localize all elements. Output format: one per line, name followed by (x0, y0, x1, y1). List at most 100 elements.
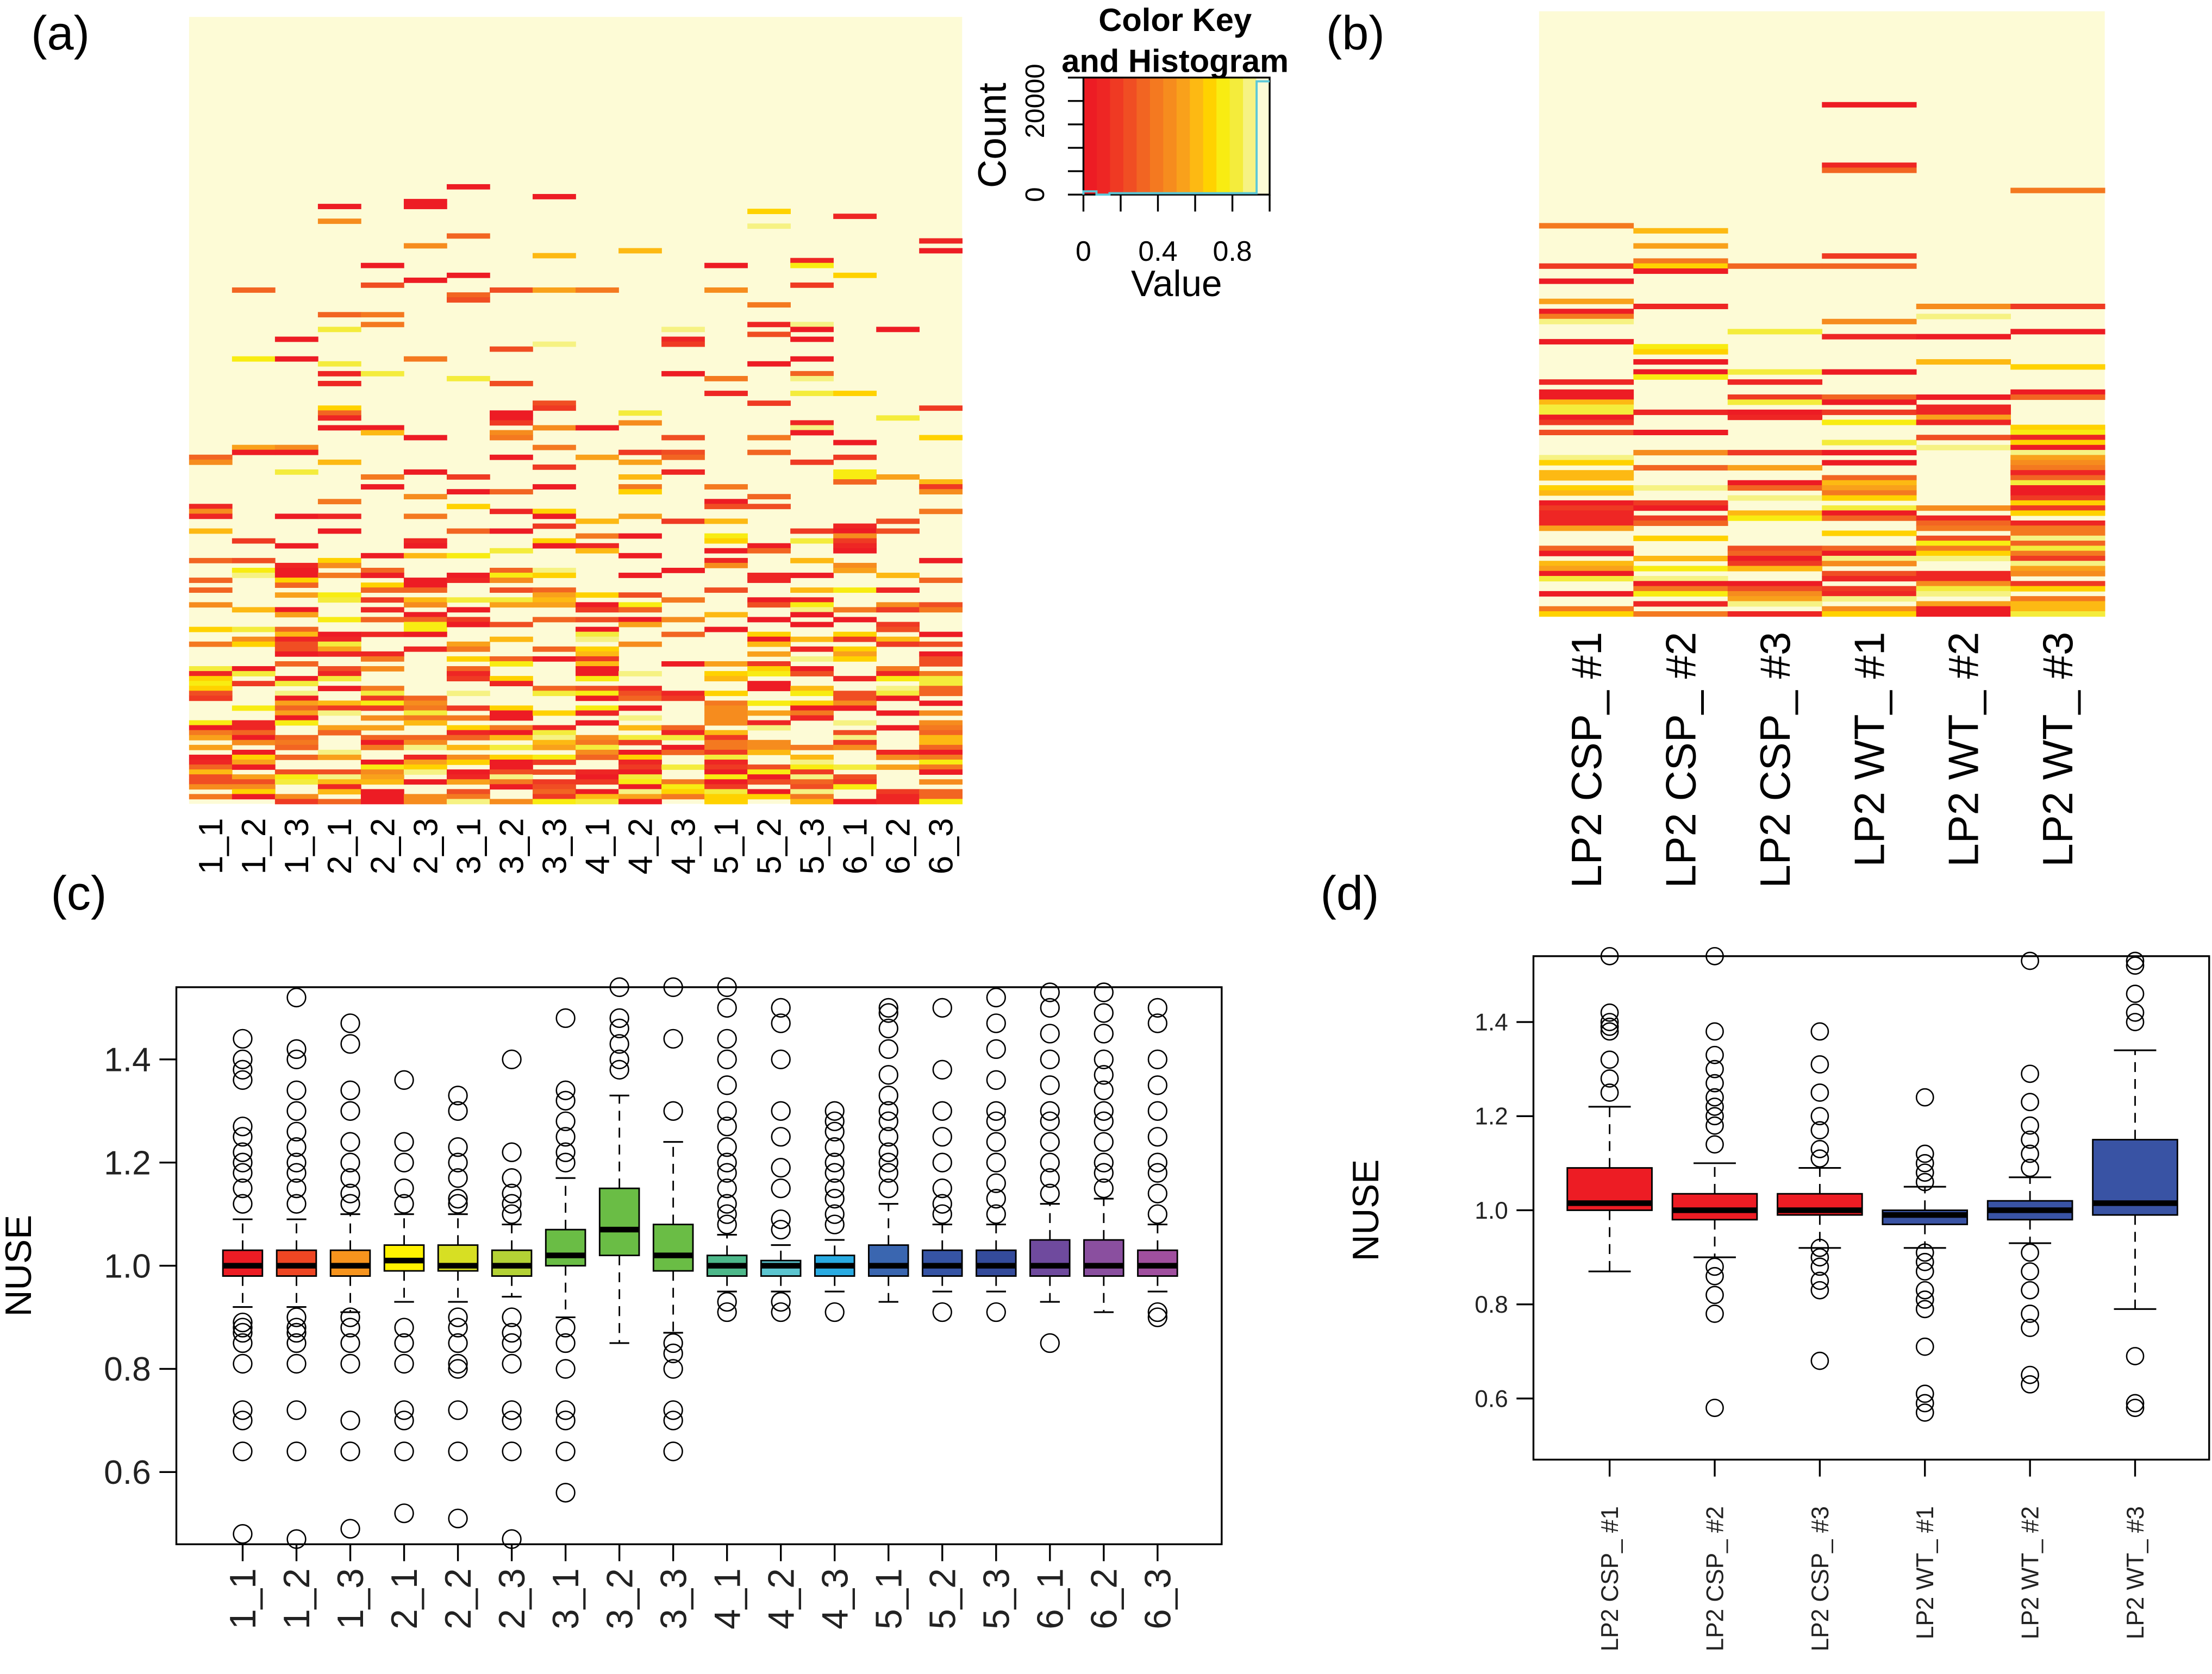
heatmap-column-label: 4_2 (622, 818, 659, 874)
heatmap-cell (704, 760, 748, 765)
heatmap-column-label: 6_3 (923, 818, 960, 874)
panel-label-b: (b) (1326, 6, 1385, 60)
heatmap-cell (919, 238, 963, 244)
heatmap-cell (576, 287, 619, 293)
heatmap-cell (576, 636, 619, 642)
heatmap-cell (274, 720, 318, 726)
heatmap-cell (1539, 460, 1634, 466)
heatmap-cell (360, 764, 404, 770)
outlier-point (771, 1209, 791, 1230)
heatmap-cell (1727, 399, 1823, 405)
heatmap-cell (747, 636, 791, 642)
outlier-point (1705, 1116, 1724, 1135)
heatmap-cell (1822, 586, 1917, 592)
outlier-point (502, 1049, 522, 1070)
heatmap-cell (1727, 586, 1823, 592)
outlier-point (340, 1194, 360, 1214)
heatmap-column-label: 2_3 (407, 818, 445, 874)
outlier-point (502, 1333, 522, 1353)
heatmap-cell (446, 622, 490, 628)
heatmap-cell (790, 391, 834, 396)
x-tick-label: 1_3 (330, 1568, 371, 1629)
heatmap-cell (490, 784, 533, 790)
heatmap-cell (533, 784, 576, 790)
outlier-point (986, 1204, 1006, 1224)
outlier-point (771, 1302, 791, 1322)
heatmap-cell (1727, 480, 1823, 486)
heatmap-cell (189, 671, 233, 676)
heatmap-cell (661, 341, 705, 347)
heatmap-cell (533, 400, 576, 406)
heatmap-cell (533, 735, 576, 741)
outlier-point (932, 1101, 952, 1121)
outlier-point (340, 1318, 360, 1338)
heatmap-cell (274, 676, 318, 681)
box (1029, 1239, 1071, 1277)
heatmap-cell (490, 622, 533, 628)
heatmap-cell (317, 789, 361, 795)
heatmap-cell (618, 622, 662, 628)
heatmap-cell (704, 562, 748, 568)
heatmap-cell (747, 548, 791, 554)
heatmap-cell (919, 651, 963, 657)
heatmap-cell (876, 518, 920, 524)
heatmap-cell (274, 779, 318, 785)
heatmap-cell (317, 513, 361, 519)
heatmap-cell (189, 626, 233, 632)
colorkey-x-tick-label: 0.4 (1138, 236, 1177, 267)
heatmap-cell (704, 705, 748, 711)
heatmap-cell (232, 789, 276, 795)
heatmap-cell (232, 794, 276, 800)
outlier-point (340, 1013, 360, 1033)
heatmap-cell (704, 764, 748, 770)
outlier-point (448, 1086, 468, 1106)
heatmap-cell (403, 769, 447, 775)
heatmap-cell (833, 272, 877, 278)
heatmap-cell (576, 602, 619, 608)
heatmap-cell (919, 730, 963, 736)
heatmap-cell (1633, 465, 1728, 471)
outlier-point (932, 998, 952, 1018)
outlier-point (609, 1008, 629, 1029)
outlier-point (1040, 1168, 1060, 1188)
outlier-point (1705, 1074, 1724, 1093)
colorkey-swatch (1243, 77, 1257, 195)
heatmap-cell (919, 509, 963, 515)
outlier-point (1915, 1290, 1934, 1309)
heatmap-cell (232, 607, 276, 613)
heatmap-cell (446, 779, 490, 785)
heatmap-cell (1822, 550, 1917, 556)
heatmap-cell (661, 597, 705, 603)
heatmap-cell (1539, 570, 1634, 576)
outlier-point (717, 1163, 737, 1183)
outlier-point (1600, 1069, 1619, 1088)
heatmap-cell (919, 749, 963, 755)
heatmap-cell (490, 573, 533, 578)
heatmap-cell (747, 494, 791, 500)
heatmap-column-label: LP2 CSP_ #3 (1752, 632, 1799, 888)
outlier-point (1915, 1144, 1934, 1163)
x-tick-label: 6_1 (1030, 1568, 1071, 1629)
outlier-point (717, 1204, 737, 1224)
outlier-point (2126, 1347, 2145, 1365)
heatmap-cell (618, 602, 662, 608)
heatmap-cell (232, 764, 276, 770)
heatmap-cell (1727, 329, 1823, 335)
heatmap-cell (403, 715, 447, 721)
heatmap-cell (661, 784, 705, 790)
outlier-point (1040, 998, 1060, 1018)
heatmap-cell (919, 739, 963, 745)
heatmap-cell (317, 725, 361, 731)
heatmap-cell (403, 587, 447, 593)
outlier-point (502, 1307, 522, 1327)
outlier-point (555, 1152, 576, 1173)
heatmap-cell (317, 779, 361, 785)
heatmap-cell (2010, 475, 2105, 481)
outlier-point (2126, 1399, 2145, 1418)
heatmap-cell (833, 651, 877, 657)
heatmap-cell (1916, 591, 2011, 597)
heatmap-cell (490, 681, 533, 687)
outlier-point (555, 1483, 576, 1503)
heatmap-cell (1539, 505, 1634, 511)
outlier-point (1093, 1003, 1114, 1023)
